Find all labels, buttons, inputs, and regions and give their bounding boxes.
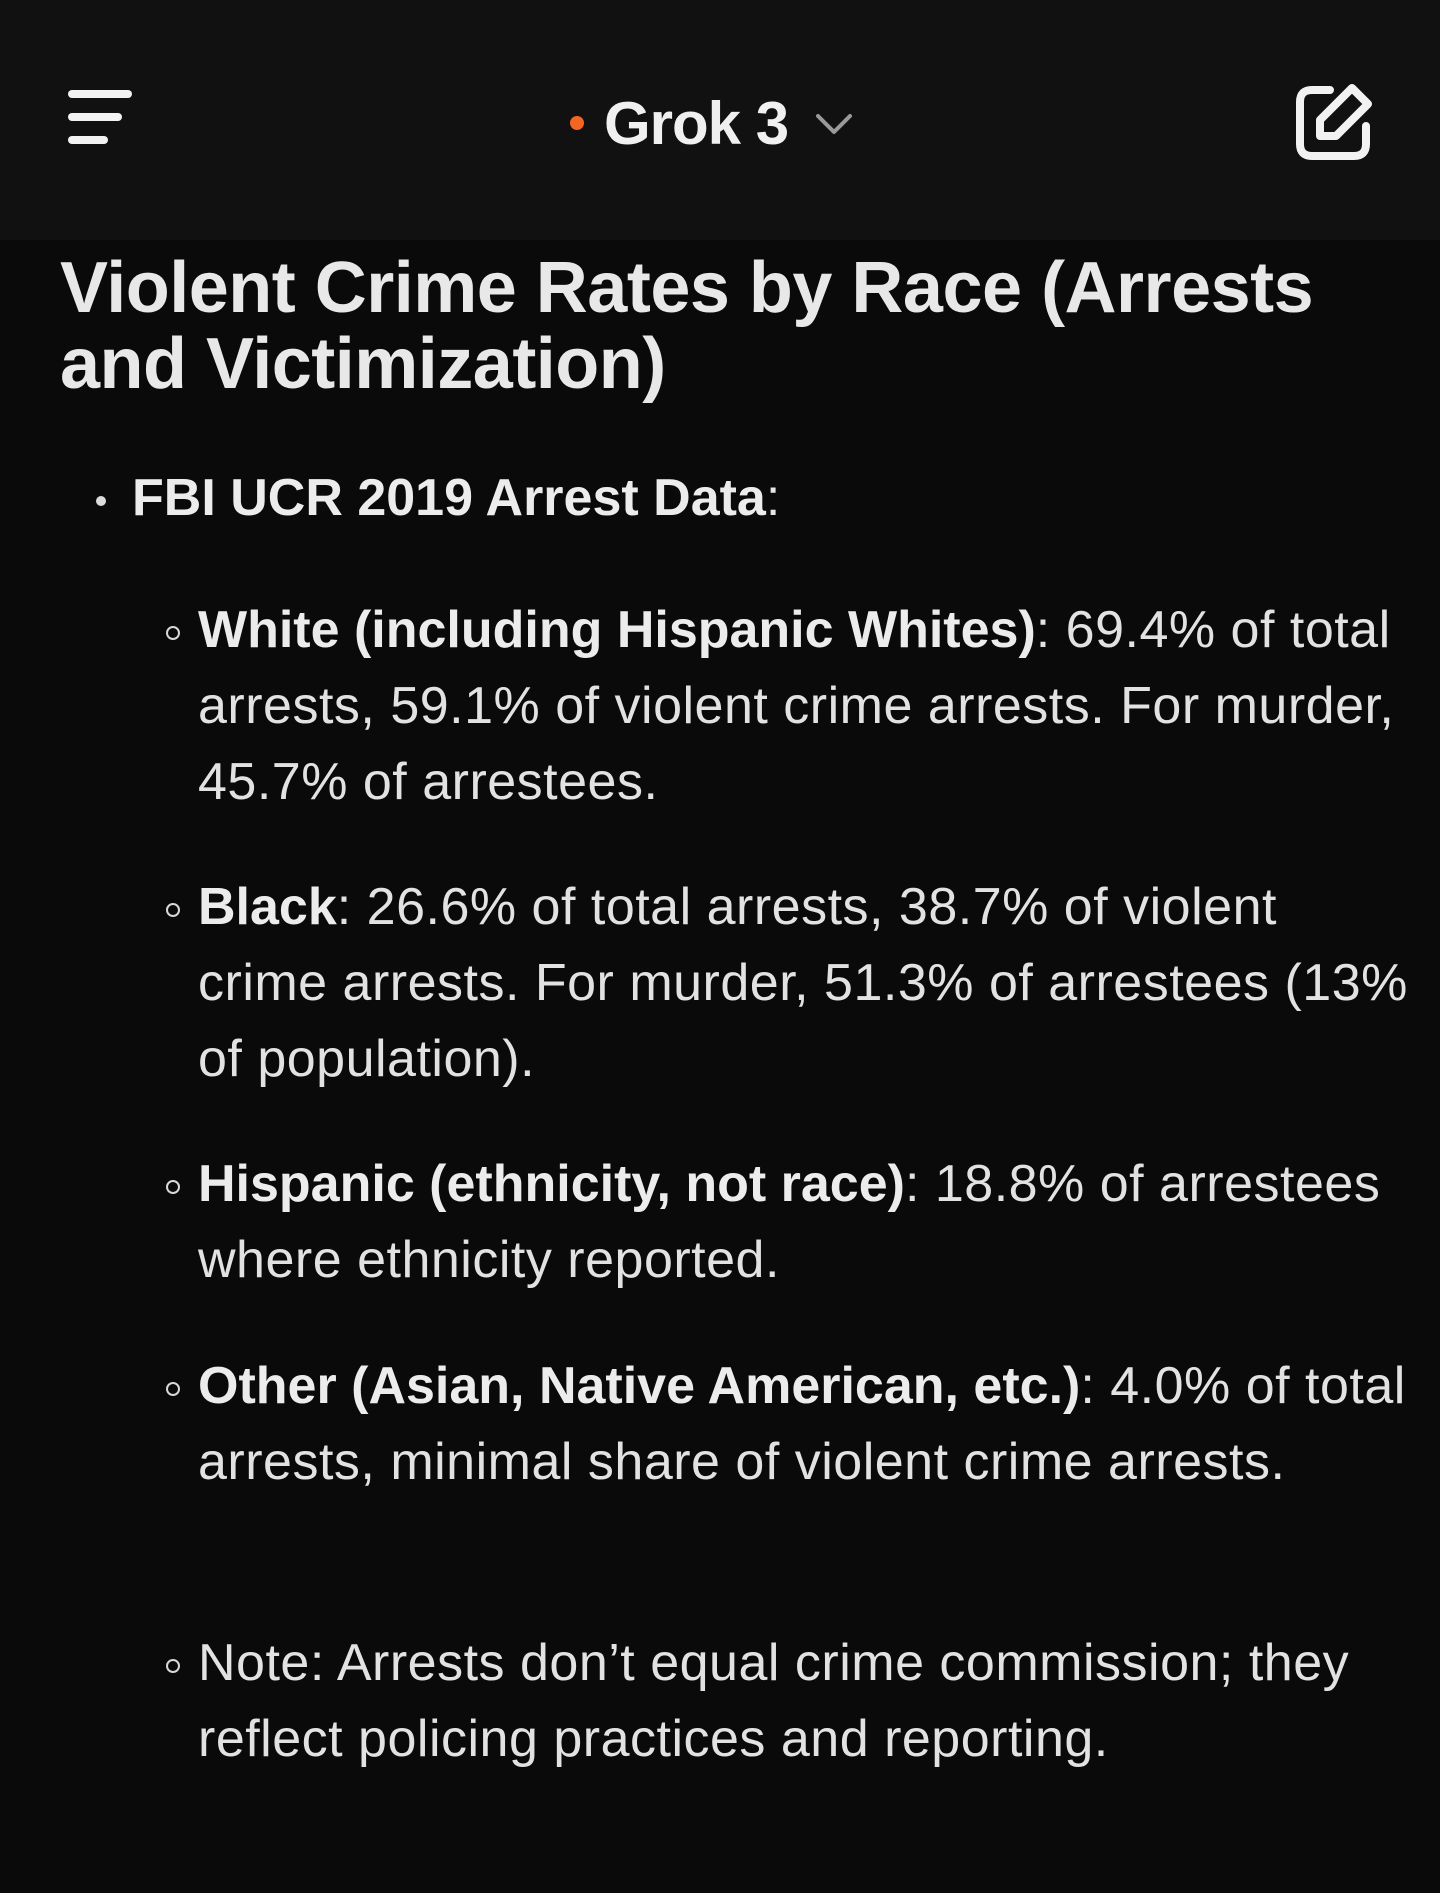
menu-button[interactable]: [54, 82, 144, 158]
item-text: : 18.8% of arrestees where ethnicity rep…: [198, 1155, 1381, 1289]
item-text: Note: Arrests don’t equal crime commissi…: [198, 1634, 1350, 1768]
model-status-dot: [570, 116, 584, 130]
item-label: White (including Hispanic Whites): [198, 601, 1036, 659]
section-label: FBI UCR 2019 Arrest Data: [132, 469, 766, 527]
sub-bullet-icon: [166, 1180, 180, 1194]
sub-bullet-icon: [166, 1382, 180, 1396]
chevron-down-icon: [816, 114, 853, 134]
section-colon: :: [765, 469, 781, 527]
item-text: : 4.0% of total arrests, minimal share o…: [198, 1357, 1406, 1491]
sub-bullet-icon: [166, 1659, 180, 1673]
item-text: : 69.4% of total arrests, 59.1% of viole…: [198, 601, 1395, 811]
sub-bullet-icon: [166, 903, 180, 917]
edit-icon[interactable]: [1290, 80, 1376, 166]
item-label: Black: [198, 878, 337, 936]
model-selector[interactable]: Grok 3: [570, 78, 854, 168]
model-name: Grok 3: [604, 89, 789, 157]
bullet-icon: [96, 496, 106, 506]
sub-bullet-icon: [166, 626, 180, 640]
section-bullet: FBI UCR 2019 Arrest Data:: [96, 468, 780, 528]
item-text: : 26.6% of total arrests, 38.7% of viole…: [198, 878, 1408, 1088]
item-label: Hispanic (ethnicity, not race): [198, 1155, 905, 1213]
top-app-bar: Grok 3: [0, 0, 1440, 240]
response-heading: Violent Crime Rates by Race (Arrests and…: [60, 248, 1314, 404]
item-label: Other (Asian, Native American, etc.): [198, 1357, 1081, 1415]
